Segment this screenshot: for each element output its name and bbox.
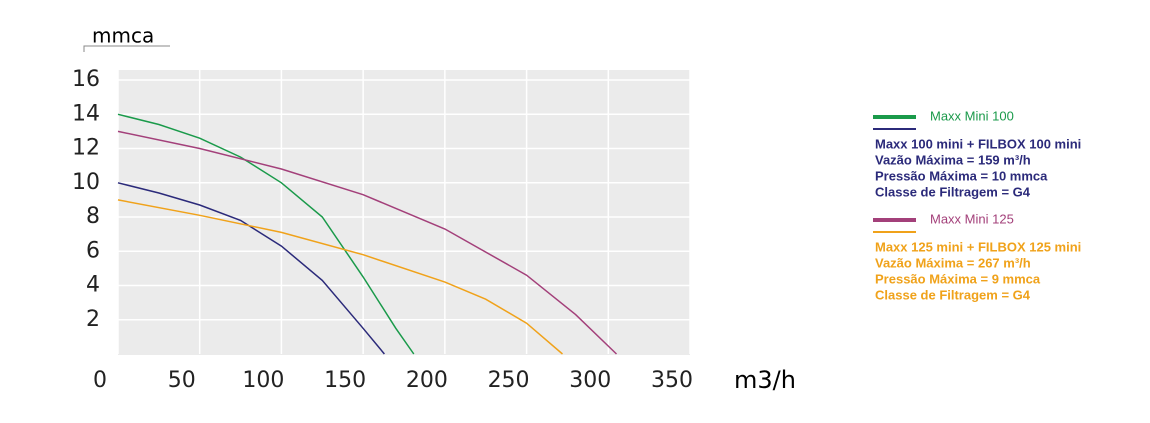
x-tick-label: 250: [488, 368, 530, 393]
y-label-bracket: [83, 45, 170, 52]
y-tick-label: 16: [72, 67, 100, 92]
y-tick-label: 8: [86, 204, 100, 229]
y-tick-label: 2: [86, 307, 100, 332]
series-line: [117, 182, 385, 355]
y-axis-label: mmca: [92, 24, 154, 48]
legend-note: Classe de Filtragem = G4: [875, 184, 1031, 199]
x-tick-label: 350: [651, 368, 693, 393]
x-tick-label: 0: [93, 368, 107, 393]
x-tick-label: 50: [168, 368, 196, 393]
series-line: [117, 199, 563, 355]
legend-note: Pressão Máxima = 10 mmca: [875, 168, 1048, 183]
legend-label: Maxx Mini 125: [930, 211, 1014, 226]
x-tick-label: 100: [242, 368, 284, 393]
legend-label: Maxx Mini 100: [930, 108, 1014, 123]
y-tick-label: 6: [86, 238, 100, 263]
x-tick-label: 150: [324, 368, 366, 393]
y-tick-label: 4: [86, 273, 100, 298]
legend-label: Maxx 100 mini + FILBOX 100 mini: [875, 136, 1081, 151]
x-axis-label: m3/h: [734, 366, 796, 394]
x-tick-label: 200: [406, 368, 448, 393]
series-line: [117, 130, 618, 355]
x-tick-label: 300: [569, 368, 611, 393]
y-tick-label: 12: [72, 136, 100, 161]
legend-note: Vazão Máxima = 159 m³/h: [875, 152, 1031, 167]
y-tick-label: 14: [72, 101, 100, 126]
y-tick-label: 10: [72, 170, 100, 195]
legend-label: Maxx 125 mini + FILBOX 125 mini: [875, 239, 1081, 254]
legend-note: Pressão Máxima = 9 mmca: [875, 271, 1041, 286]
legend-note: Vazão Máxima = 267 m³/h: [875, 255, 1031, 270]
legend-note: Classe de Filtragem = G4: [875, 287, 1031, 302]
series-line: [117, 113, 415, 355]
